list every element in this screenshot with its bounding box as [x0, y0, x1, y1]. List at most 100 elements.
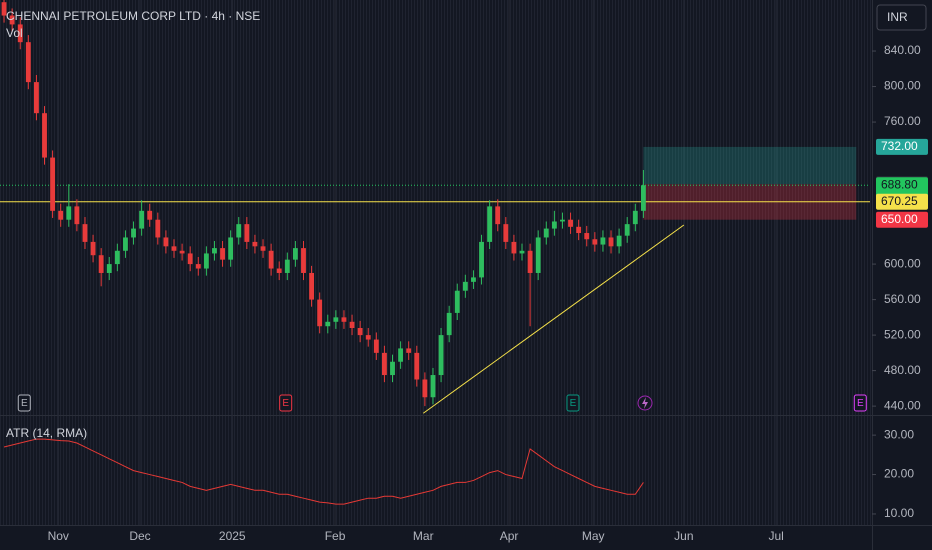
candle-body [260, 246, 266, 251]
candle-body [584, 233, 590, 240]
candle-body [592, 239, 598, 245]
candle-body [244, 224, 250, 242]
candle-body [317, 299, 323, 327]
candle-body [390, 361, 395, 376]
candle-body [220, 248, 225, 260]
x-tick-label: May [582, 529, 605, 543]
candle-body [624, 224, 630, 236]
trendline [422, 224, 685, 414]
candle-body [551, 221, 557, 229]
candle-body [568, 219, 573, 227]
candle-body [82, 224, 88, 242]
candle-body [471, 277, 476, 282]
candle-body [365, 335, 371, 340]
candle-body [292, 248, 298, 260]
candle-body [66, 206, 72, 220]
event-label: E [282, 398, 289, 409]
candle-body [284, 259, 290, 273]
stop-label: 650.00 [881, 212, 918, 226]
event-marker [279, 394, 293, 412]
candle-body [236, 224, 242, 238]
candle-body [212, 248, 217, 254]
candle-body [503, 224, 509, 242]
x-tick-label: Jun [674, 529, 693, 543]
candle-body [195, 264, 201, 269]
candle-body [560, 219, 565, 222]
candle-body [519, 250, 525, 254]
candle-body [139, 210, 145, 229]
candle-body [114, 250, 120, 265]
y-tick-label: 30.00 [884, 427, 914, 441]
candle-body [309, 272, 315, 300]
candle-body [349, 321, 355, 329]
candle-body [535, 237, 541, 273]
candle-body [543, 228, 549, 238]
candle-body [203, 253, 209, 269]
currency-label[interactable]: INR [887, 10, 908, 24]
y-tick-label: 520.00 [884, 327, 921, 341]
currency-button[interactable] [876, 4, 927, 31]
candle-body [147, 210, 153, 220]
plot-background [0, 0, 872, 525]
y-tick-label: 760.00 [884, 114, 921, 128]
stop-tag [876, 211, 928, 228]
alert-bolt [642, 397, 648, 409]
candle-body [25, 42, 31, 83]
y-tick-label: 480.00 [884, 363, 921, 377]
candle-body [341, 317, 347, 322]
candle-body [301, 248, 306, 273]
event-marker [566, 394, 580, 412]
y-tick-label: 600.00 [884, 256, 921, 270]
profit-zone [643, 146, 857, 185]
candle-body [357, 328, 363, 336]
x-tick-label: Feb [325, 529, 346, 543]
last-price-label: 688.80 [881, 177, 918, 191]
candle-body [228, 237, 234, 260]
candle-body [632, 210, 638, 225]
y-tick-label: 20.00 [884, 467, 914, 481]
atr-line [3, 438, 644, 505]
y-tick-label: 800.00 [884, 79, 921, 93]
candle-body [325, 321, 331, 327]
candle-body [58, 210, 64, 220]
target-label: 732.00 [881, 139, 918, 153]
candle-body [422, 379, 428, 398]
target-tag [876, 138, 928, 155]
event-label: E [857, 398, 864, 409]
x-tick-label: Apr [500, 529, 519, 543]
candle-body [252, 241, 258, 247]
chart-title: CHENNAI PETROLEUM CORP LTD · 4h · NSE [6, 9, 260, 23]
candle-body [527, 250, 533, 273]
candle-body [17, 24, 23, 43]
candle-body [414, 352, 420, 380]
candle-body [398, 348, 404, 362]
event-marker [853, 394, 867, 412]
candle-body [600, 237, 606, 245]
candle-body [268, 250, 274, 269]
candle-body [1, 2, 7, 16]
candle-body [438, 335, 444, 376]
y-tick-label: 560.00 [884, 292, 921, 306]
x-tick-label: Nov [48, 529, 69, 543]
volume-label: Vol [6, 26, 23, 40]
candle-body [9, 15, 15, 25]
y-tick-label: 10.00 [884, 506, 914, 520]
candle-body [616, 235, 622, 247]
y-tick-label: 440.00 [884, 398, 921, 412]
candle-body [454, 290, 460, 313]
candle-body [155, 219, 161, 238]
candle-body [576, 226, 582, 234]
candle-body [50, 157, 56, 211]
candle-body [430, 375, 436, 398]
hline-tag [876, 193, 928, 210]
candle-body [608, 237, 614, 247]
candle-body [171, 246, 177, 251]
event-marker [17, 394, 31, 412]
candle-body [487, 206, 493, 242]
x-tick-label: Jul [768, 529, 783, 543]
indicator-title: ATR (14, RMA) [6, 426, 87, 440]
y-tick-label: 840.00 [884, 43, 921, 57]
candle-body [640, 185, 646, 211]
candle-body [333, 317, 339, 322]
candle-body [479, 241, 484, 278]
